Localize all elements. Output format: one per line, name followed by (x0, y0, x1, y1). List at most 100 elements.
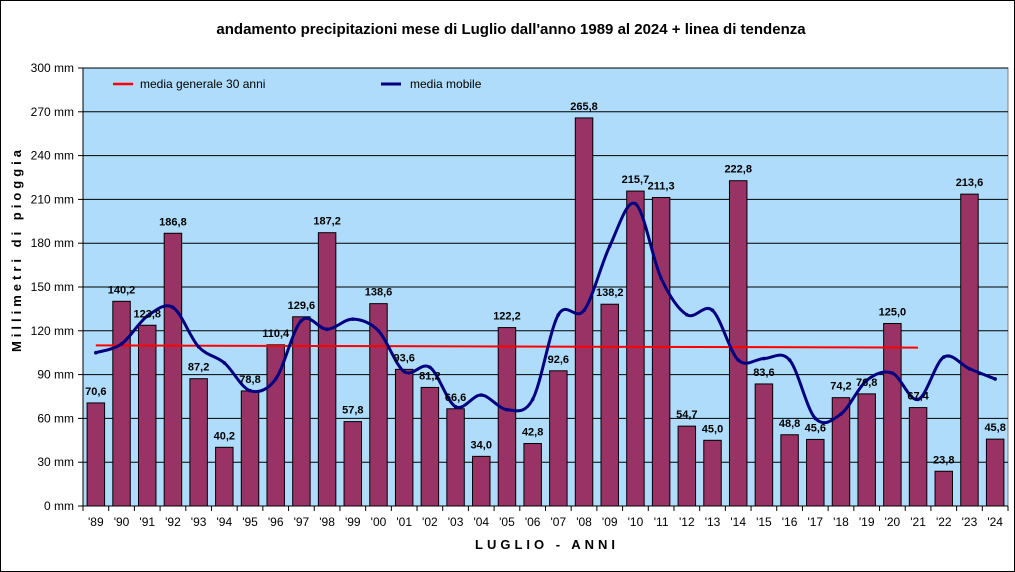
x-tick-label: '21 (910, 515, 926, 529)
bar (163, 232, 183, 507)
y-tick-label: 60 mm (37, 411, 74, 425)
moving-average-point (325, 327, 329, 332)
bar (240, 390, 260, 507)
moving-average-point (890, 371, 895, 375)
moving-average-point (685, 312, 689, 317)
bar (472, 455, 491, 507)
y-tick-label: 180 mm (31, 236, 74, 250)
x-tick-label: '20 (885, 515, 901, 529)
x-tick-label: '92 (165, 515, 181, 529)
x-tick-label: '09 (602, 515, 618, 529)
x-tick-label: '13 (705, 515, 721, 529)
legend-mean-label: media generale 30 anni (140, 77, 265, 91)
x-tick-label: '19 (859, 515, 875, 529)
data-label: 45,8 (984, 422, 1005, 434)
bar (677, 425, 697, 507)
moving-average-point (428, 365, 432, 370)
x-tick-label: '98 (319, 515, 335, 529)
moving-average-point (993, 377, 997, 381)
moving-average-point (556, 312, 561, 317)
x-tick-label: '00 (371, 515, 387, 529)
moving-average-point (736, 358, 741, 362)
data-label: 110,4 (262, 328, 290, 340)
moving-average-point (864, 378, 869, 383)
bar (292, 316, 311, 507)
data-label: 138,6 (365, 287, 393, 299)
moving-average-point (479, 393, 484, 397)
moving-average-point (582, 308, 586, 313)
moving-average-point (787, 358, 792, 362)
data-label: 211,3 (648, 181, 675, 193)
x-tick-label: '97 (294, 515, 310, 529)
moving-average-point (916, 397, 920, 402)
x-tick-label: '90 (114, 515, 130, 529)
data-labels: 70,6 140,2 123,8 186,8 87,2 40,2 78,8 110,4 129,… (85, 101, 1006, 466)
data-label: 48,8 (779, 418, 800, 430)
bar (446, 408, 465, 507)
x-tick-label: '95 (242, 515, 258, 529)
legend-mavg-label: media mobile (410, 77, 482, 91)
moving-average-point (248, 388, 252, 393)
y-tick-label: 30 mm (37, 455, 74, 469)
y-tick-label: 240 mm (31, 149, 74, 163)
bar (497, 327, 517, 507)
bar (420, 386, 440, 507)
bar (754, 383, 774, 507)
data-label: 67,4 (907, 391, 929, 403)
x-tick-label: '91 (139, 515, 155, 529)
legend: media generale 30 anni media mobile (113, 77, 482, 91)
data-label: 123,8 (133, 308, 161, 320)
x-tick-label: '16 (782, 515, 798, 529)
y-tick-label: 90 mm (37, 368, 74, 382)
bar (600, 303, 619, 507)
bar (317, 232, 337, 507)
moving-average-point (299, 318, 304, 323)
data-label: 265,8 (570, 101, 598, 113)
bar (651, 197, 671, 507)
x-tick-label: '23 (962, 515, 978, 529)
bar (112, 300, 131, 507)
moving-average-point (119, 342, 124, 346)
data-label: 34,0 (471, 439, 492, 451)
bar (857, 393, 876, 507)
bar (549, 370, 568, 507)
x-tick-label: '89 (88, 515, 104, 529)
moving-average-point (659, 276, 663, 281)
x-tick-label: '14 (730, 515, 746, 529)
data-label: 87,2 (188, 362, 209, 374)
bar (728, 180, 748, 507)
x-tick-label: '01 (396, 515, 412, 529)
x-tick-label: '15 (756, 515, 772, 529)
moving-average-point (762, 356, 766, 361)
x-tick-label: '93 (191, 515, 207, 529)
bar (780, 434, 799, 507)
moving-average-point (505, 407, 509, 412)
moving-average-point (530, 397, 535, 402)
y-tick-label: 270 mm (31, 105, 74, 119)
data-label: 78,8 (239, 374, 260, 386)
data-label: 45,6 (805, 422, 826, 434)
moving-average-point (839, 412, 843, 416)
data-label: 81,2 (419, 370, 440, 382)
moving-average-point (402, 369, 406, 374)
bar (908, 407, 928, 507)
moving-average-point (145, 314, 150, 319)
moving-average-point (813, 416, 818, 421)
x-tick-label: '05 (499, 515, 515, 529)
data-label: 45,0 (702, 423, 723, 435)
data-label: 54,7 (676, 409, 697, 421)
x-tick-label: '02 (422, 515, 438, 529)
x-tick-label: '06 (525, 515, 541, 529)
moving-average-point (376, 329, 381, 333)
x-tick-label: '22 (936, 515, 952, 529)
x-tick-label: '08 (576, 515, 592, 529)
moving-average-group (94, 201, 997, 425)
x-tick-label: '17 (807, 515, 823, 529)
y-tick-label: 0 mm (44, 499, 74, 513)
x-tick-label: '24 (987, 515, 1003, 529)
data-label: 215,7 (622, 174, 650, 186)
bar (394, 368, 414, 507)
moving-average-point (941, 355, 946, 359)
bar (626, 190, 645, 507)
